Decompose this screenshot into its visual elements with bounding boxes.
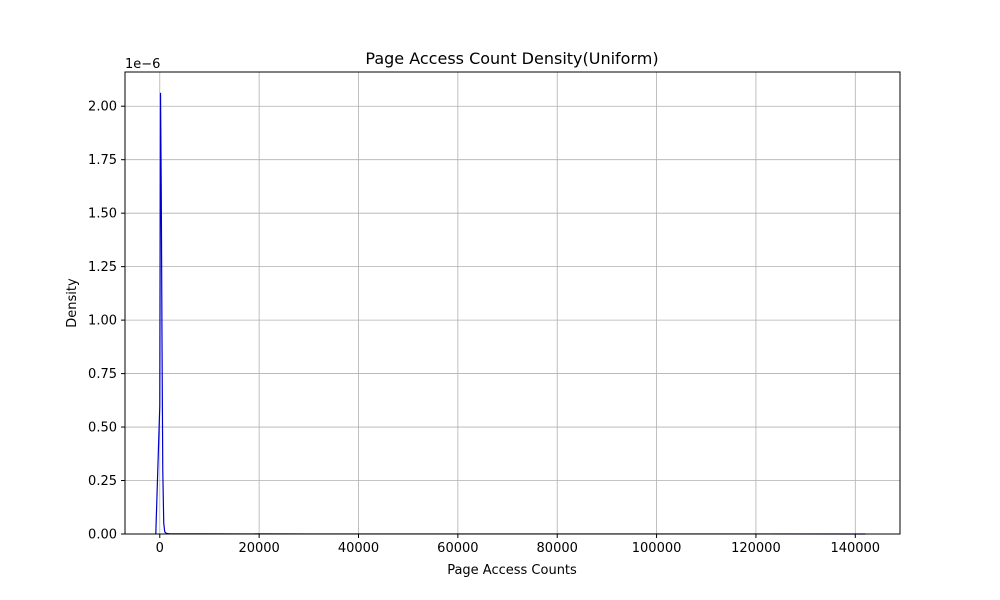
x-tick-label: 140000: [830, 541, 880, 556]
y-tick-label: 0.50: [88, 421, 117, 436]
y-tick-label: 1.00: [88, 314, 117, 329]
chart-title: Page Access Count Density(Uniform): [365, 49, 658, 68]
x-axis-label: Page Access Counts: [447, 563, 577, 578]
y-axis-ticks: 0.00 0.25 0.50 0.75 1.00 1.25 1.50 1.75 2.00: [88, 100, 125, 543]
y-tick-label: 1.75: [88, 153, 117, 168]
x-tick-label: 0: [156, 541, 164, 556]
x-axis-ticks: 0 20000 40000 60000 80000 100000 120000 140000: [156, 534, 880, 556]
y-tick-label: 0.75: [88, 367, 117, 382]
y-tick-label: 2.00: [88, 100, 117, 115]
x-tick-label: 100000: [632, 541, 682, 556]
grid-lines: [125, 72, 900, 535]
plot-frame: [124, 71, 901, 535]
x-tick-label: 40000: [338, 541, 379, 556]
x-tick-label: 60000: [437, 541, 478, 556]
y-tick-label: 0.00: [88, 528, 117, 543]
y-offset-label: 1e−6: [125, 57, 160, 72]
y-tick-label: 0.25: [88, 474, 117, 489]
x-tick-label: 20000: [238, 541, 279, 556]
x-tick-label: 120000: [731, 541, 781, 556]
y-tick-label: 1.25: [88, 260, 117, 275]
y-tick-label: 1.50: [88, 207, 117, 222]
x-tick-label: 80000: [537, 541, 578, 556]
y-axis-label: Density: [65, 278, 80, 328]
